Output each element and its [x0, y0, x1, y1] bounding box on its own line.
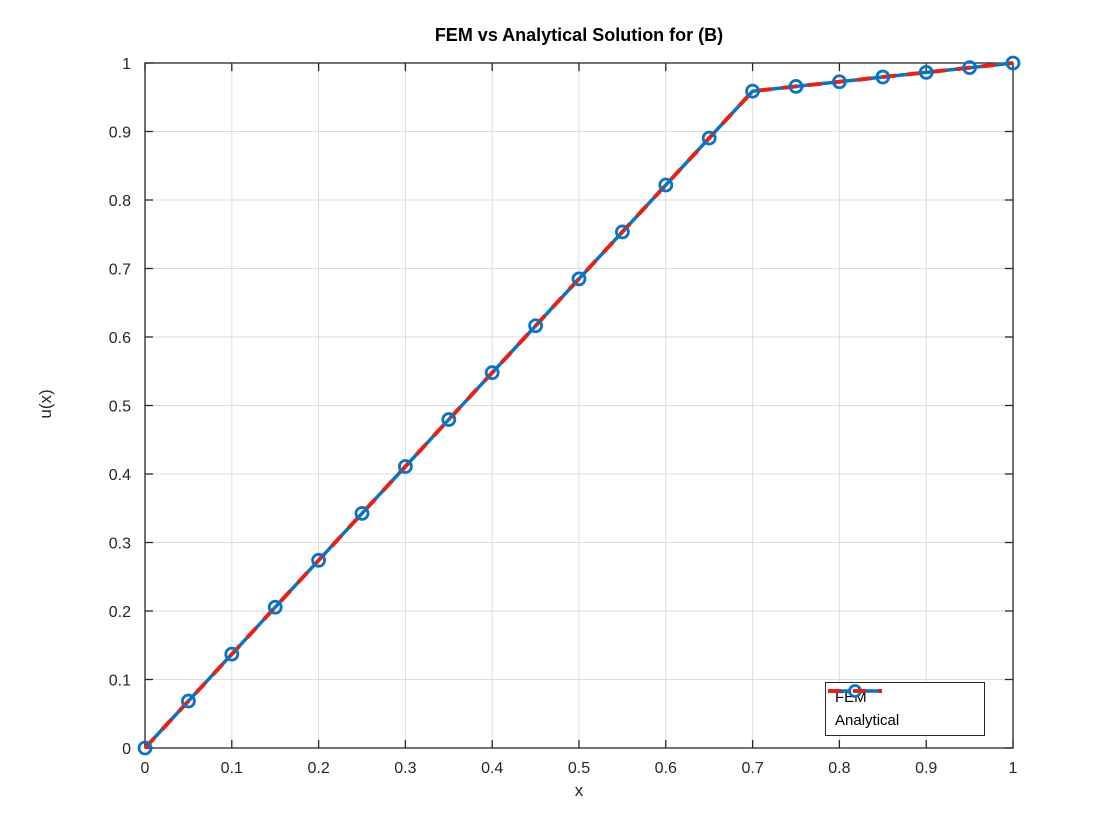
y-tick-label: 0.3	[109, 536, 131, 553]
y-axis-label: u(x)	[36, 389, 55, 419]
y-tick-label: 0.8	[109, 193, 131, 210]
legend-entry-analytical: Analytical	[828, 689, 984, 729]
data-point-marker	[658, 177, 674, 193]
y-tick-label: 0.7	[109, 262, 131, 279]
data-point-marker	[962, 60, 977, 76]
x-tick-label: 0	[141, 760, 150, 777]
data-point-marker	[745, 83, 760, 99]
data-point-marker	[918, 64, 934, 80]
legend-label-analytical: Analytical	[835, 712, 900, 729]
y-tick-label: 0.6	[109, 330, 131, 347]
x-tick-label: 0.2	[307, 760, 329, 777]
data-point-marker	[788, 79, 804, 94]
data-point-marker	[615, 224, 630, 240]
y-tick-label: 0.9	[109, 125, 131, 142]
data-point-marker	[528, 318, 543, 334]
data-point-marker	[832, 74, 847, 90]
y-tick-label: 1	[122, 56, 131, 73]
x-tick-label: 0.1	[221, 760, 243, 777]
data-point-marker	[441, 412, 457, 427]
analytical-dash-swatch-icon	[828, 689, 882, 693]
data-point-marker	[137, 740, 153, 756]
data-point-marker	[180, 693, 196, 709]
data-point-marker	[701, 130, 717, 146]
x-tick-label: 0.6	[655, 760, 677, 777]
x-tick-label: 0.3	[394, 760, 416, 777]
data-point-marker	[484, 365, 500, 381]
data-point-marker	[397, 459, 413, 474]
y-tick-label: 0	[122, 741, 131, 758]
data-point-marker	[1005, 55, 1021, 71]
x-tick-label: 0.7	[741, 760, 763, 777]
y-tick-label: 0.4	[109, 467, 131, 484]
data-point-marker	[354, 505, 370, 521]
chart-title: FEM vs Analytical Solution for (B)	[434, 25, 724, 45]
x-tick-label: 0.5	[568, 760, 590, 777]
data-point-marker	[267, 599, 283, 615]
y-tick-label: 0.1	[109, 673, 131, 690]
data-point-marker	[224, 646, 240, 662]
x-tick-label: 0.9	[915, 760, 937, 777]
x-tick-label: 0.8	[828, 760, 850, 777]
data-point-marker	[311, 552, 327, 568]
data-point-marker	[875, 69, 891, 85]
x-axis-label: x	[574, 781, 584, 800]
y-tick-label: 0.2	[109, 604, 131, 621]
data-point-marker	[571, 271, 587, 287]
x-tick-label: 0.4	[481, 760, 503, 777]
legend[interactable]: FEM Analytical	[825, 682, 985, 736]
series-line-analytical	[143, 61, 1014, 750]
y-tick-label: 0.5	[109, 399, 131, 416]
x-tick-label: 1	[1009, 760, 1018, 777]
